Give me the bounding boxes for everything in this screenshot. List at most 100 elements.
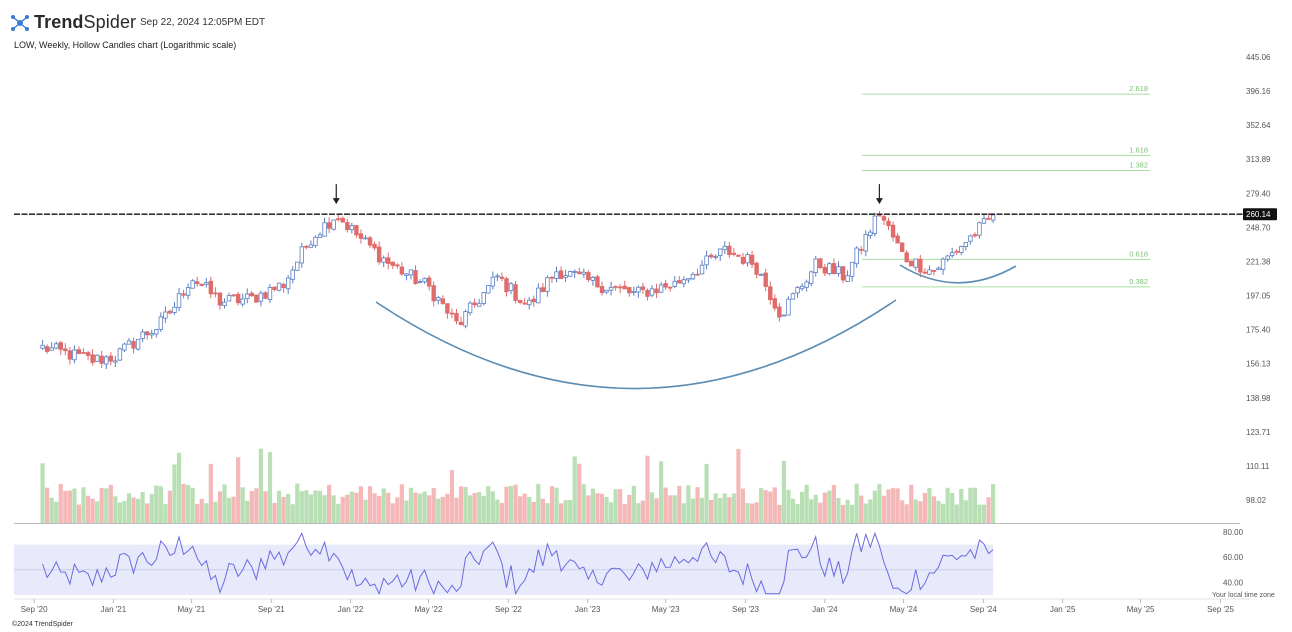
handle-curve — [899, 264, 1017, 284]
volume-bar — [336, 503, 341, 523]
candle-body — [281, 283, 286, 288]
volume-bar — [549, 486, 555, 523]
volume-bar — [295, 483, 300, 523]
volume-bar — [690, 498, 696, 523]
candle-body — [668, 286, 673, 289]
candle-body — [417, 281, 423, 283]
candle-body — [640, 286, 646, 290]
volume-bar — [154, 485, 159, 523]
volume-bar — [768, 491, 773, 523]
volume-bar — [49, 497, 54, 523]
volume-bar — [777, 504, 782, 523]
candle-body — [972, 234, 978, 237]
candle-body — [131, 341, 136, 349]
candle-body — [508, 283, 514, 291]
volume-bar — [431, 487, 436, 523]
candle-body — [963, 241, 969, 247]
volume-bar — [622, 503, 627, 523]
volume-bar — [531, 501, 536, 523]
candle-body — [763, 272, 768, 287]
price-axis-label: 248.70 — [1246, 223, 1271, 232]
candle-body — [108, 355, 114, 362]
candle-body — [458, 321, 464, 325]
volume-bar — [713, 493, 718, 523]
volume-bar — [618, 489, 623, 523]
volume-bar — [877, 484, 882, 523]
candle-body — [308, 244, 314, 248]
price-axis-label: 138.98 — [1246, 394, 1271, 403]
candle-body — [445, 303, 450, 314]
candle-body — [804, 281, 809, 288]
candle-body — [563, 275, 568, 278]
volume-bar — [654, 498, 659, 523]
candle-body — [226, 294, 232, 302]
candle-body — [204, 282, 209, 285]
volume-bar — [813, 494, 818, 523]
volume-bar — [54, 501, 59, 523]
volume-bar — [636, 503, 641, 523]
candle-body — [531, 298, 536, 303]
candle-body — [827, 263, 832, 275]
candle-body — [545, 277, 550, 292]
volume-bar — [340, 496, 345, 523]
candle-body — [986, 217, 991, 220]
volume-bar — [40, 463, 45, 523]
volume-bar — [904, 504, 909, 523]
candle-body — [40, 344, 45, 349]
volume-bar — [272, 502, 277, 523]
volume-bar — [959, 488, 964, 523]
volume-bar — [236, 457, 241, 523]
volume-bar — [176, 452, 182, 523]
volume-bar — [945, 487, 950, 523]
candle-body — [645, 289, 650, 297]
volume-bar — [918, 501, 923, 523]
candle-body — [686, 278, 691, 281]
volume-bar — [363, 499, 368, 523]
candle-body — [818, 258, 823, 269]
volume-bar — [381, 488, 386, 523]
candle-body — [595, 276, 600, 288]
timezone-note: Your local time zone — [1212, 592, 1275, 599]
candle-body — [481, 292, 486, 304]
candle-body — [322, 222, 327, 237]
candle-body — [345, 222, 350, 231]
candle-body — [822, 266, 828, 274]
time-axis-label: Jan '21 — [101, 605, 127, 614]
candle-body — [890, 224, 896, 238]
volume-bar — [681, 503, 686, 523]
candle-body — [517, 299, 523, 303]
volume-bar — [981, 504, 987, 523]
candle-body — [540, 287, 546, 293]
candle-body — [354, 225, 359, 236]
candle-body — [795, 287, 800, 294]
candle-body — [72, 349, 77, 361]
candle-body — [663, 283, 668, 288]
candle-body — [881, 216, 887, 221]
volume-bar — [763, 490, 768, 523]
volume-bar — [440, 496, 445, 523]
candle-body — [840, 266, 846, 281]
rsi-line — [42, 531, 994, 596]
volume-bar — [167, 490, 173, 523]
candle-body — [504, 278, 509, 293]
candle-body — [927, 269, 932, 275]
candle-body — [390, 261, 395, 266]
volume-bar — [536, 483, 541, 523]
candle-body — [636, 286, 641, 293]
candle-body — [581, 271, 586, 275]
volume-bar — [495, 499, 500, 523]
volume-bar — [627, 494, 632, 523]
volume-bar — [395, 497, 400, 523]
candle-body — [367, 237, 373, 246]
candle-body — [872, 215, 878, 234]
volume-bar — [522, 493, 527, 523]
volume-bar — [58, 483, 63, 523]
candle-body — [399, 266, 405, 275]
candle-body — [167, 310, 173, 314]
volume-bar — [445, 493, 450, 523]
candle-body — [936, 267, 941, 270]
volume-bar — [135, 498, 141, 523]
candle-body — [263, 292, 268, 299]
candle-body — [372, 243, 377, 249]
